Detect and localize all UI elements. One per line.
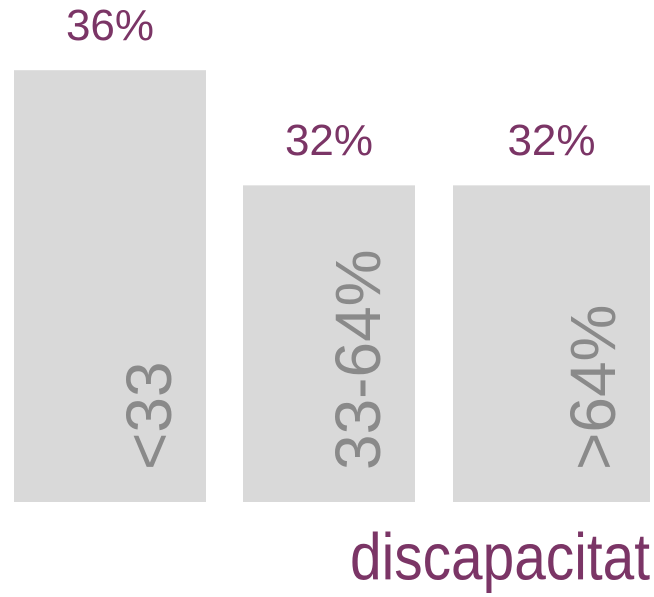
bar (453, 185, 650, 503)
value-label: 32% (507, 116, 595, 165)
bar (14, 70, 206, 502)
category-label: 33-64% (322, 249, 394, 470)
value-label: 32% (285, 116, 373, 165)
category-label: <33 (113, 361, 185, 470)
value-label: 36% (66, 1, 154, 50)
annotation: discapacitat (350, 519, 650, 593)
category-label: >64% (557, 305, 629, 470)
bar (243, 185, 415, 503)
